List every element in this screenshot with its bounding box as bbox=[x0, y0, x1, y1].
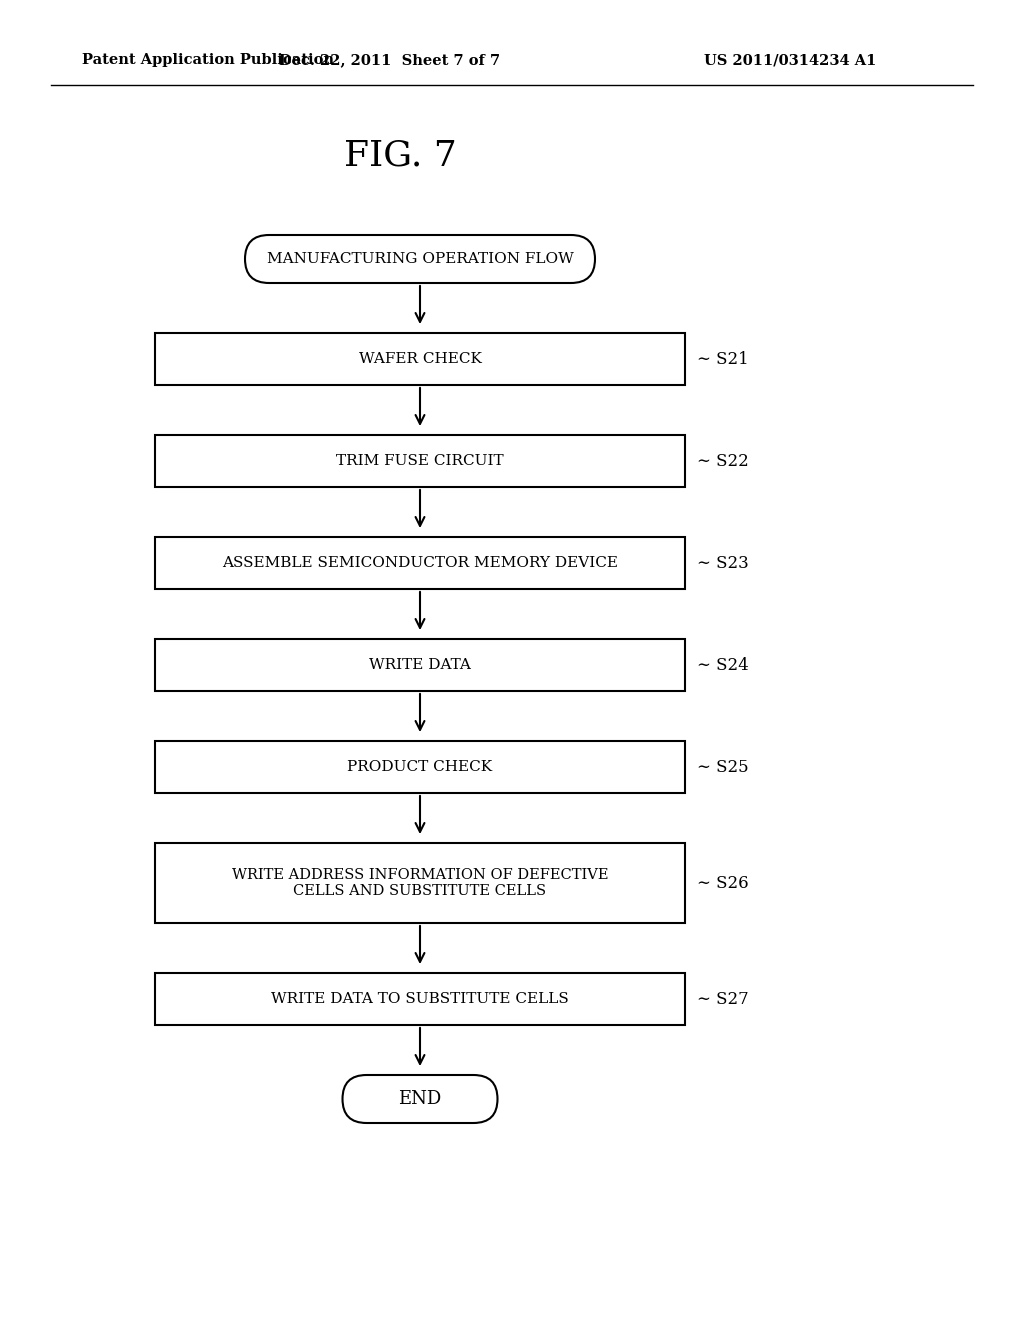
Text: ∼ S24: ∼ S24 bbox=[697, 656, 749, 673]
Text: WRITE DATA TO SUBSTITUTE CELLS: WRITE DATA TO SUBSTITUTE CELLS bbox=[271, 993, 569, 1006]
Text: US 2011/0314234 A1: US 2011/0314234 A1 bbox=[703, 53, 877, 67]
Text: MANUFACTURING OPERATION FLOW: MANUFACTURING OPERATION FLOW bbox=[266, 252, 573, 267]
Text: Patent Application Publication: Patent Application Publication bbox=[82, 53, 334, 67]
Text: PRODUCT CHECK: PRODUCT CHECK bbox=[347, 760, 493, 774]
Bar bbox=[155, 537, 685, 589]
Bar bbox=[155, 973, 685, 1026]
Text: TRIM FUSE CIRCUIT: TRIM FUSE CIRCUIT bbox=[336, 454, 504, 469]
Text: ∼ S25: ∼ S25 bbox=[697, 759, 749, 776]
FancyBboxPatch shape bbox=[342, 1074, 498, 1123]
Bar bbox=[155, 333, 685, 385]
Text: WRITE DATA: WRITE DATA bbox=[369, 657, 471, 672]
Text: ASSEMBLE SEMICONDUCTOR MEMORY DEVICE: ASSEMBLE SEMICONDUCTOR MEMORY DEVICE bbox=[222, 556, 618, 570]
Bar bbox=[155, 741, 685, 793]
Text: WAFER CHECK: WAFER CHECK bbox=[358, 352, 481, 366]
Text: ∼ S23: ∼ S23 bbox=[697, 554, 749, 572]
Bar bbox=[155, 639, 685, 690]
Bar bbox=[155, 843, 685, 923]
Text: ∼ S27: ∼ S27 bbox=[697, 990, 749, 1007]
Text: ∼ S22: ∼ S22 bbox=[697, 453, 749, 470]
FancyBboxPatch shape bbox=[245, 235, 595, 282]
Text: WRITE ADDRESS INFORMATION OF DEFECTIVE
CELLS AND SUBSTITUTE CELLS: WRITE ADDRESS INFORMATION OF DEFECTIVE C… bbox=[231, 869, 608, 898]
Text: Dec. 22, 2011  Sheet 7 of 7: Dec. 22, 2011 Sheet 7 of 7 bbox=[280, 53, 501, 67]
Text: FIG. 7: FIG. 7 bbox=[344, 139, 457, 172]
Bar bbox=[155, 436, 685, 487]
Text: END: END bbox=[398, 1090, 441, 1107]
Text: ∼ S21: ∼ S21 bbox=[697, 351, 749, 367]
Text: ∼ S26: ∼ S26 bbox=[697, 874, 749, 891]
